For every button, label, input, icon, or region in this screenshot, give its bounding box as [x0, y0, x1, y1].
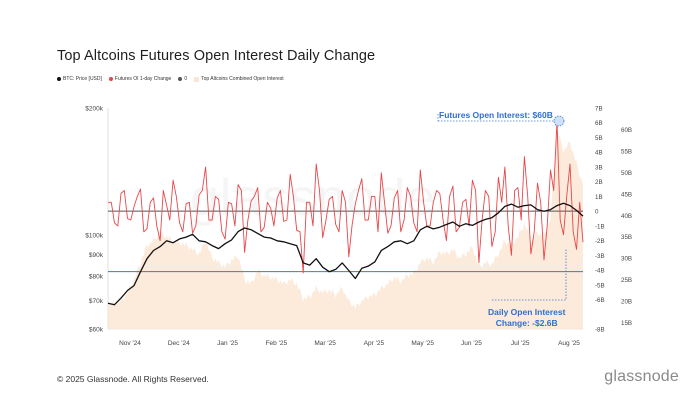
legend-label-zero: 0 — [184, 76, 188, 82]
x-axis-tick-label: Dec '24 — [168, 340, 190, 347]
legend-item-oi-change[interactable]: Futures OI 1-day Change — [108, 76, 172, 82]
right-axis-oi-tick-label: 35B — [621, 234, 632, 241]
x-axis-tick-label: Feb '25 — [266, 340, 288, 347]
legend: BTC: Price [USD] Futures OI 1-day Change… — [57, 74, 291, 84]
chart-title: Top Altcoins Futures Open Interest Daily… — [57, 48, 376, 64]
x-axis-tick-label: May '25 — [411, 340, 434, 347]
oi-area-series — [108, 128, 583, 329]
right-axis-oi-tick-label: 25B — [621, 277, 632, 284]
right-axis-change-tick-label: -4B — [595, 268, 605, 275]
right-axis-change-tick-label: 3B — [595, 164, 603, 171]
legend-swatch-oi-change — [108, 77, 113, 81]
right-axis-change-tick-label: 4B — [595, 150, 603, 157]
oi-change-series-line — [108, 120, 584, 274]
x-axis-tick-label: Aug '25 — [558, 340, 580, 347]
right-axis-change-tick-label: 0 — [595, 209, 599, 216]
left-axis-tick-label: $80k — [89, 274, 104, 281]
x-axis-tick-label: Jun '25 — [461, 340, 482, 347]
right-axis-change-tick-label: -5B — [595, 282, 605, 289]
left-axis-tick-label: $70k — [89, 298, 104, 305]
x-axis-tick-label: Apr '25 — [364, 340, 385, 347]
right-axis-change-tick-label: -2B — [595, 238, 605, 245]
legend-item-zero[interactable]: 0 — [178, 76, 187, 82]
right-axis-oi-tick-label: 20B — [621, 299, 632, 306]
oi-callout-label: Futures Open Interest: $60B — [439, 110, 553, 120]
x-axis-tick-label: Jul '25 — [511, 340, 530, 347]
right-axis-change-tick-label: -6B — [595, 297, 605, 304]
change-callout-label: Daily Open Interest Change: -$2.6B — [488, 307, 565, 329]
right-axis-change-tick-label: 2B — [595, 179, 603, 186]
right-axis-oi-tick-label: 60B — [621, 127, 632, 134]
legend-label-combined-oi: Top Altcoins Combined Open Interest — [201, 76, 284, 82]
right-axis-oi-tick-label: 55B — [621, 148, 632, 155]
legend-label-oi-change: Futures OI 1-day Change — [114, 76, 172, 82]
btc-price-series-line — [107, 202, 584, 306]
copyright-footer: © 2025 Glassnode. All Rights Reserved. — [57, 374, 209, 384]
right-axis-change-tick-label: -1B — [595, 223, 605, 230]
right-axis-change-tick-label: 6B — [595, 120, 603, 127]
right-axis-oi-tick-label: 45B — [621, 191, 632, 198]
right-axis-change-tick-label: 7B — [595, 106, 603, 113]
x-axis-tick-label: Nov '24 — [119, 340, 141, 347]
x-axis-tick-label: Mar '25 — [314, 340, 336, 347]
right-axis-oi-tick-label: 40B — [621, 213, 632, 220]
left-axis-tick-label: $100k — [85, 233, 103, 240]
left-axis-tick-label: $60k — [89, 327, 104, 334]
x-axis-tick-label: Jan '25 — [217, 340, 238, 347]
legend-swatch-zero — [178, 77, 183, 81]
right-axis-change-tick-label: -8B — [595, 327, 605, 334]
legend-item-btc-price[interactable]: BTC: Price [USD] — [57, 76, 102, 82]
oi-peak-marker — [553, 115, 565, 127]
right-axis-change-tick-label: 5B — [595, 135, 603, 142]
legend-swatch-combined-oi — [194, 76, 200, 82]
legend-label-btc-price: BTC: Price [USD] — [63, 76, 102, 82]
left-axis-tick-label: $200k — [85, 106, 103, 113]
change-callout-line-1: Daily Open Interest — [488, 307, 566, 317]
change-callout-line-2: Change: -$2.6B — [495, 318, 558, 328]
right-axis-oi-tick-label: 50B — [621, 170, 632, 177]
brand-logo: glassnode — [604, 368, 679, 385]
left-axis-tick-label: $90k — [89, 252, 104, 259]
right-axis-oi-tick-label: 15B — [621, 320, 632, 327]
legend-item-combined-oi[interactable]: Top Altcoins Combined Open Interest — [194, 76, 284, 82]
right-axis-change-tick-label: 1B — [595, 194, 603, 201]
right-axis-change-tick-label: -3B — [595, 253, 605, 260]
right-axis-oi-tick-label: 30B — [621, 256, 632, 263]
legend-swatch-btc-price — [57, 77, 61, 81]
